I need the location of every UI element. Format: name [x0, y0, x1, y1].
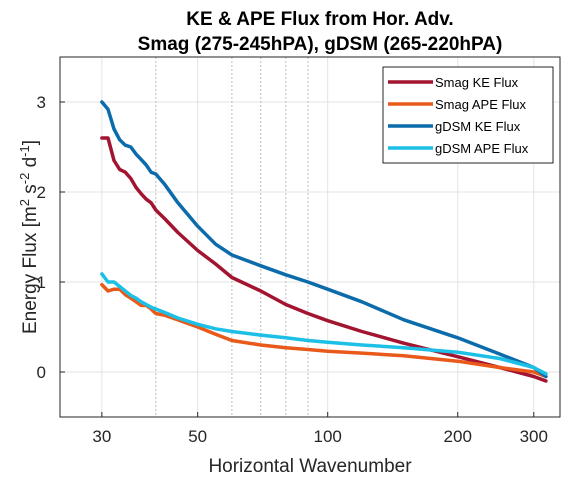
y-tick-label: 0 [37, 363, 46, 382]
legend-label: Smag KE Flux [435, 75, 519, 90]
plot-area-frame [59, 56, 561, 418]
y-axis-label: Energy Flux [m2 s-2 d-1] [17, 140, 41, 334]
chart-title-line2: Smag (275-245hPA), gDSM (265-220hPA) [138, 34, 503, 55]
series-line [100, 136, 548, 383]
y-tick-label: 1 [37, 273, 46, 292]
y-tick-label: 2 [37, 183, 46, 202]
series-line [100, 282, 548, 379]
x-axis-label: Horizontal Wavenumber [208, 456, 412, 477]
legend-label: gDSM APE Flux [435, 141, 529, 156]
axis-ticks: 30 50 100 200 300 0 1 2 3 [37, 93, 548, 446]
y-tick-label: 3 [37, 93, 46, 112]
x-tick-label: 300 [520, 427, 548, 446]
x-tick-label: 50 [188, 427, 207, 446]
series-line [100, 100, 548, 379]
series-lines [100, 100, 548, 383]
legend: Smag KE Flux Smag APE Flux gDSM KE Flux gDS… [382, 66, 554, 164]
series-line [100, 272, 548, 376]
x-tick-label: 100 [314, 427, 342, 446]
legend-label: gDSM KE Flux [435, 119, 521, 134]
x-tick-label: 30 [92, 427, 111, 446]
chart-title-line1: KE & APE Flux from Hor. Adv. [186, 9, 453, 30]
x-tick-label: 200 [444, 427, 472, 446]
legend-label: Smag APE Flux [435, 97, 527, 112]
